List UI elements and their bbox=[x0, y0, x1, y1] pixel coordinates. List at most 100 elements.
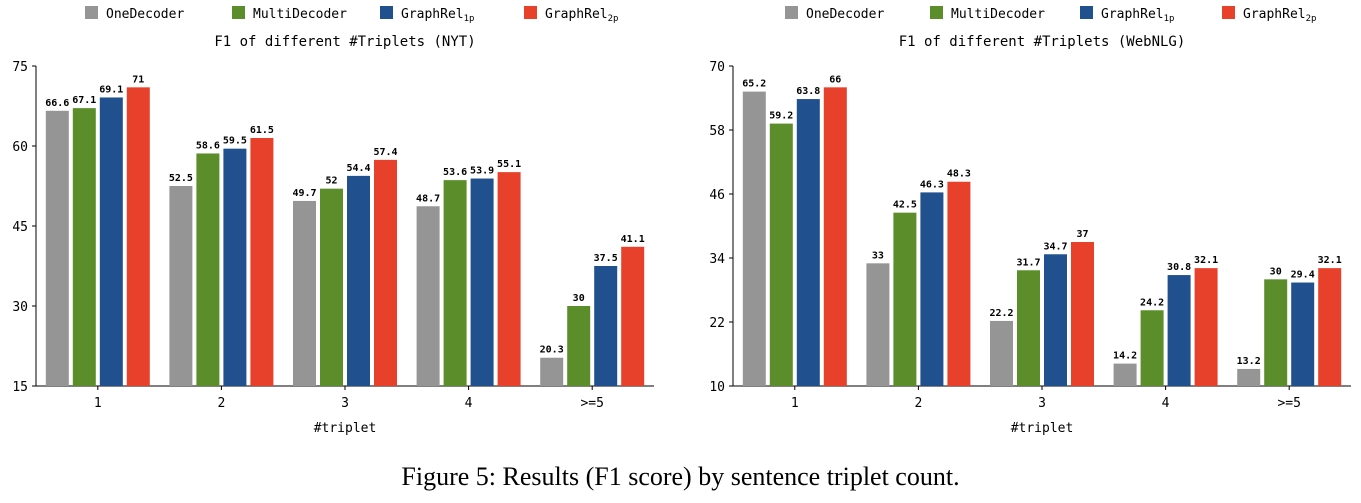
y-tick-label: 58 bbox=[709, 124, 725, 139]
x-tick-label: >=5 bbox=[580, 396, 603, 411]
bar-GraphRel2p bbox=[621, 247, 644, 386]
x-tick-label: 3 bbox=[341, 396, 349, 411]
bar-GraphRel1p bbox=[594, 266, 617, 386]
data-label: 63.8 bbox=[796, 86, 820, 97]
data-label: 37 bbox=[1076, 229, 1088, 240]
y-tick-label: 34 bbox=[709, 252, 725, 267]
data-label: 69.1 bbox=[99, 84, 123, 95]
data-label: 65.2 bbox=[742, 79, 766, 90]
legend-swatch bbox=[930, 6, 943, 19]
data-label: 48.3 bbox=[947, 169, 971, 180]
bar-GraphRel1p bbox=[797, 99, 820, 386]
bar-GraphRel2p bbox=[1318, 268, 1341, 386]
data-label: 54.4 bbox=[346, 163, 370, 174]
figure-caption: Figure 5: Results (F1 score) by sentence… bbox=[0, 462, 1361, 492]
bar-MultiDecoder bbox=[770, 124, 793, 386]
legend-swatch bbox=[380, 6, 393, 19]
bar-GraphRel1p bbox=[920, 192, 943, 386]
data-label: 55.1 bbox=[497, 159, 521, 170]
bar-OneDecoder bbox=[1114, 364, 1137, 386]
legend-label: MultiDecoder bbox=[253, 7, 347, 22]
legend-swatch bbox=[1222, 6, 1235, 19]
y-tick-label: 45 bbox=[12, 220, 28, 235]
x-axis-label: #triplet bbox=[314, 421, 377, 436]
data-label: 66.6 bbox=[45, 98, 69, 109]
chart-title: F1 of different #Triplets (NYT) bbox=[214, 34, 475, 50]
data-label: 57.4 bbox=[373, 147, 397, 158]
x-tick-label: 2 bbox=[914, 396, 922, 411]
bar-MultiDecoder bbox=[444, 180, 467, 386]
chart-title: F1 of different #Triplets (WebNLG) bbox=[899, 34, 1186, 50]
data-label: 52 bbox=[325, 176, 337, 187]
bar-GraphRel1p bbox=[1044, 254, 1067, 386]
x-axis-label: #triplet bbox=[1011, 421, 1074, 436]
data-label: 30 bbox=[1270, 266, 1282, 277]
bar-MultiDecoder bbox=[320, 189, 343, 386]
legend: OneDecoder MultiDecoder GraphRel1p GraphRel… bbox=[785, 6, 1316, 24]
data-label: 30 bbox=[573, 293, 585, 304]
data-label: 20.3 bbox=[540, 345, 564, 356]
legend-label: GraphRel1p bbox=[401, 7, 474, 24]
bar-GraphRel2p bbox=[947, 182, 970, 386]
legend-label: GraphRel1p bbox=[1101, 7, 1174, 24]
x-tick-label: 4 bbox=[1162, 396, 1170, 411]
data-label: 61.5 bbox=[250, 125, 274, 136]
bar-OneDecoder bbox=[866, 263, 889, 386]
y-tick-label: 75 bbox=[12, 60, 28, 75]
legend-swatch bbox=[232, 6, 245, 19]
data-label: 33 bbox=[872, 250, 884, 261]
legend-swatch bbox=[524, 6, 537, 19]
bar-MultiDecoder bbox=[1264, 279, 1287, 386]
bar-MultiDecoder bbox=[1141, 310, 1164, 386]
x-tick-label: 1 bbox=[791, 396, 799, 411]
data-label: 49.7 bbox=[292, 188, 316, 199]
x-tick-label: 3 bbox=[1038, 396, 1046, 411]
data-label: 59.2 bbox=[769, 111, 793, 122]
bar-GraphRel2p bbox=[374, 160, 397, 386]
legend-swatch bbox=[85, 6, 98, 19]
data-label: 32.1 bbox=[1194, 255, 1218, 266]
bar-OneDecoder bbox=[293, 201, 316, 386]
data-label: 32.1 bbox=[1318, 255, 1342, 266]
bar-MultiDecoder bbox=[1017, 270, 1040, 386]
chart-webnlg: OneDecoder MultiDecoder GraphRel1p GraphRel… bbox=[690, 0, 1361, 450]
bar-GraphRel2p bbox=[1071, 242, 1094, 386]
x-tick-label: 1 bbox=[94, 396, 102, 411]
data-label: 53.6 bbox=[443, 167, 467, 178]
data-label: 13.2 bbox=[1237, 356, 1261, 367]
bar-GraphRel2p bbox=[824, 87, 847, 386]
legend-swatch bbox=[785, 6, 798, 19]
bar-GraphRel1p bbox=[100, 97, 123, 386]
data-label: 41.1 bbox=[621, 234, 645, 245]
bar-OneDecoder bbox=[540, 358, 563, 386]
bar-GraphRel2p bbox=[127, 87, 150, 386]
y-tick-label: 15 bbox=[12, 380, 28, 395]
bar-OneDecoder bbox=[990, 321, 1013, 386]
legend-label: MultiDecoder bbox=[951, 7, 1045, 22]
legend-label: OneDecoder bbox=[806, 7, 884, 22]
legend-label: OneDecoder bbox=[106, 7, 184, 22]
legend: OneDecoder MultiDecoder GraphRel1p GraphRel… bbox=[85, 6, 618, 24]
bar-GraphRel2p bbox=[250, 138, 273, 386]
y-tick-label: 70 bbox=[709, 60, 725, 75]
bar-GraphRel1p bbox=[223, 149, 246, 386]
data-label: 48.7 bbox=[416, 193, 440, 204]
x-tick-label: 4 bbox=[465, 396, 473, 411]
data-label: 24.2 bbox=[1140, 297, 1164, 308]
x-tick-label: >=5 bbox=[1277, 396, 1300, 411]
y-tick-label: 30 bbox=[12, 300, 28, 315]
data-label: 42.5 bbox=[893, 200, 917, 211]
legend-label: GraphRel2p bbox=[1243, 7, 1316, 24]
bar-OneDecoder bbox=[169, 186, 192, 386]
chart-nyt: OneDecoder MultiDecoder GraphRel1p GraphRel… bbox=[0, 0, 670, 450]
bar-GraphRel1p bbox=[347, 176, 370, 386]
bar-MultiDecoder bbox=[196, 153, 219, 386]
legend-label: GraphRel2p bbox=[545, 7, 618, 24]
bar-OneDecoder bbox=[46, 111, 69, 386]
bar-GraphRel2p bbox=[1195, 268, 1218, 386]
bar-GraphRel2p bbox=[498, 172, 521, 386]
data-label: 53.9 bbox=[470, 166, 494, 177]
data-label: 14.2 bbox=[1113, 351, 1137, 362]
data-label: 58.6 bbox=[196, 140, 220, 151]
bar-GraphRel1p bbox=[471, 179, 494, 386]
